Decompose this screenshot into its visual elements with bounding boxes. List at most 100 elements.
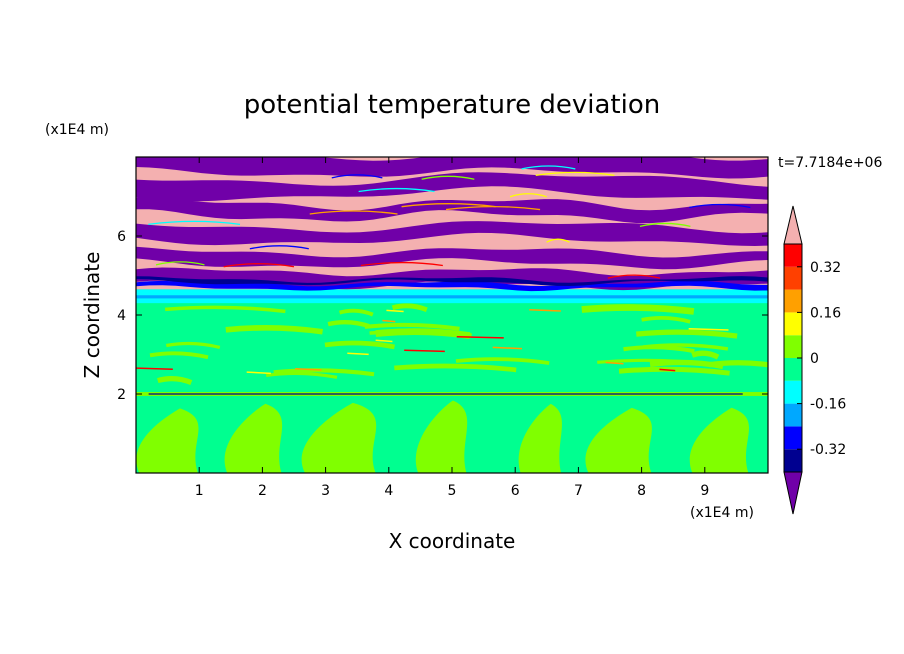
- band-region: [136, 276, 768, 286]
- streak-region: [265, 371, 338, 379]
- streak-region: [375, 328, 471, 339]
- x-tick-label: 6: [511, 483, 520, 499]
- streak-region: [391, 303, 428, 313]
- plume-region: [415, 400, 468, 473]
- contour-line: [639, 222, 691, 228]
- contour-line: [382, 319, 396, 323]
- x-tick-label: 7: [574, 483, 583, 499]
- colorbar-label: -0.16: [810, 397, 846, 413]
- contour-line: [309, 210, 398, 215]
- streak-region: [149, 351, 209, 360]
- streak-region: [636, 329, 738, 339]
- band-region: [136, 280, 768, 292]
- band-region: [136, 221, 768, 246]
- x-tick-label: 5: [448, 483, 457, 499]
- contour-line: [223, 263, 295, 268]
- contour-line: [375, 339, 393, 343]
- band-region: [136, 295, 768, 299]
- streak-region: [157, 376, 193, 385]
- contour-line: [521, 165, 576, 170]
- streak-region: [455, 357, 550, 365]
- x-axis-label: X coordinate: [389, 529, 516, 553]
- colorbar-swatch: [784, 426, 802, 450]
- contour-line: [136, 367, 173, 371]
- colorbar-swatch: [784, 289, 802, 313]
- contour-line: [492, 346, 523, 350]
- contour-line: [246, 371, 271, 375]
- x-unit-label: (x1E4 m): [690, 505, 754, 521]
- colorbar-swatch: [784, 449, 802, 472]
- band-region: [136, 197, 768, 224]
- colorbar-under-arrow: [783, 471, 803, 515]
- streak-region: [165, 341, 221, 350]
- contour-line: [546, 238, 570, 243]
- colorbar-label: 0.32: [810, 260, 841, 276]
- contour-line: [347, 352, 369, 356]
- field-pattern: [136, 157, 768, 473]
- band-region: [136, 157, 768, 179]
- band-region: [136, 246, 768, 270]
- contour-line: [155, 261, 205, 266]
- streak-region: [643, 343, 729, 351]
- contour-line: [605, 361, 624, 365]
- y-axis-label: Z coordinate: [80, 252, 104, 379]
- contour-line: [659, 368, 676, 372]
- streak-region: [164, 305, 286, 314]
- plume-region: [136, 408, 199, 473]
- colorbar-swatch: [784, 312, 802, 336]
- y-tick-label: 4: [117, 308, 126, 324]
- time-label: t=7.7184e+06: [778, 155, 882, 171]
- streak-region: [273, 368, 375, 377]
- x-tick-label: 2: [258, 483, 267, 499]
- band-region: [136, 172, 768, 202]
- x-tick-label: 4: [384, 483, 393, 499]
- streak-region: [364, 322, 460, 331]
- contour-line: [509, 193, 547, 198]
- x-tick-label: 1: [195, 483, 204, 499]
- colorbar-label: 0.16: [810, 305, 841, 321]
- contour-line: [386, 309, 404, 313]
- colorbar-label: -0.32: [810, 442, 846, 458]
- plume-region: [301, 402, 377, 473]
- x-tick-label: 8: [637, 483, 646, 499]
- plume-region: [224, 403, 283, 473]
- contour-line: [607, 274, 661, 279]
- streak-region: [623, 345, 695, 354]
- streak-region: [338, 308, 374, 317]
- streak-region: [618, 366, 730, 376]
- streak-region: [597, 358, 714, 366]
- streak-region: [225, 325, 323, 335]
- contour-line: [535, 171, 615, 176]
- contour-line: [689, 203, 751, 209]
- colorbar-label: 0: [810, 351, 819, 367]
- x-tick-label: 9: [700, 483, 709, 499]
- contour-line: [529, 309, 561, 312]
- streak-region: [394, 363, 517, 373]
- colorbar-swatch: [784, 403, 802, 427]
- contour-line: [401, 203, 496, 208]
- streak-region: [581, 304, 695, 315]
- plume-region: [585, 407, 652, 473]
- streak-region: [324, 340, 395, 350]
- contour-line: [404, 349, 445, 353]
- colorbar-swatch: [784, 335, 802, 358]
- chart-title: potential temperature deviation: [244, 90, 660, 120]
- y-axis: 2 4 6: [117, 229, 768, 403]
- contour-line: [358, 187, 435, 193]
- streak-region: [691, 350, 720, 360]
- y-tick-label: 2: [117, 387, 126, 403]
- contour-line: [331, 174, 383, 179]
- x-axis: 1 2 3 4 5 6 7 8 9: [195, 157, 709, 499]
- colorbar-swatch: [784, 358, 802, 381]
- colorbar-swatch: [784, 266, 802, 290]
- colorbar-swatch: [784, 380, 802, 404]
- streak-region: [641, 316, 691, 324]
- contour-line: [249, 245, 309, 250]
- x-tick-label: 3: [321, 483, 330, 499]
- y-tick-label: 6: [117, 229, 126, 245]
- plume-region: [518, 403, 562, 473]
- contour-line: [295, 368, 322, 371]
- plume-region: [689, 407, 749, 473]
- contour-line: [688, 328, 729, 331]
